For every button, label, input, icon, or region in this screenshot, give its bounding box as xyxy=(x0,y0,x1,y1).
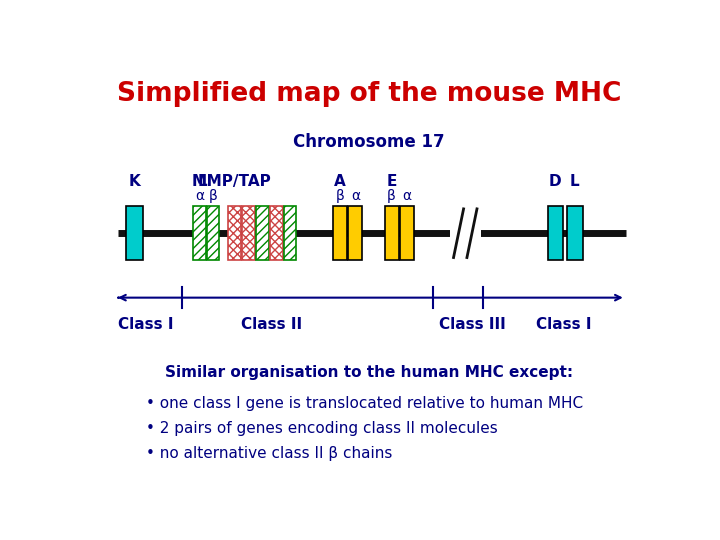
Text: Chromosome 17: Chromosome 17 xyxy=(293,133,445,151)
Text: α: α xyxy=(402,189,412,203)
Bar xyxy=(333,206,347,260)
Text: Class II: Class II xyxy=(240,317,302,332)
Text: Class I: Class I xyxy=(536,317,592,332)
Text: β: β xyxy=(387,189,396,203)
Text: α: α xyxy=(195,189,204,203)
Bar xyxy=(207,206,220,260)
Text: E: E xyxy=(387,174,397,188)
Text: • no alternative class II β chains: • no alternative class II β chains xyxy=(145,446,392,461)
Bar xyxy=(384,206,399,260)
Bar xyxy=(450,194,481,273)
Text: Similar organisation to the human MHC except:: Similar organisation to the human MHC ex… xyxy=(165,365,573,380)
Bar xyxy=(256,206,269,260)
Bar xyxy=(228,206,240,260)
Text: • one class I gene is translocated relative to human MHC: • one class I gene is translocated relat… xyxy=(145,396,583,411)
Text: LMP/TAP: LMP/TAP xyxy=(198,174,271,188)
Bar xyxy=(193,206,205,260)
Bar xyxy=(284,206,297,260)
Bar xyxy=(567,206,582,260)
Bar xyxy=(348,206,362,260)
Bar xyxy=(270,206,282,260)
Text: β: β xyxy=(209,189,217,203)
Text: • 2 pairs of genes encoding class II molecules: • 2 pairs of genes encoding class II mol… xyxy=(145,421,498,436)
Text: M: M xyxy=(192,174,207,188)
Bar xyxy=(400,206,414,260)
Bar xyxy=(126,206,143,260)
Bar xyxy=(243,206,255,260)
Text: α: α xyxy=(351,189,360,203)
Text: β: β xyxy=(336,189,344,203)
Text: Simplified map of the mouse MHC: Simplified map of the mouse MHC xyxy=(117,81,621,107)
Text: D: D xyxy=(549,174,562,188)
Text: A: A xyxy=(334,174,346,188)
Bar xyxy=(547,206,563,260)
Text: K: K xyxy=(129,174,140,188)
Text: L: L xyxy=(570,174,580,188)
Text: Class III: Class III xyxy=(438,317,505,332)
Text: Class I: Class I xyxy=(118,317,174,332)
